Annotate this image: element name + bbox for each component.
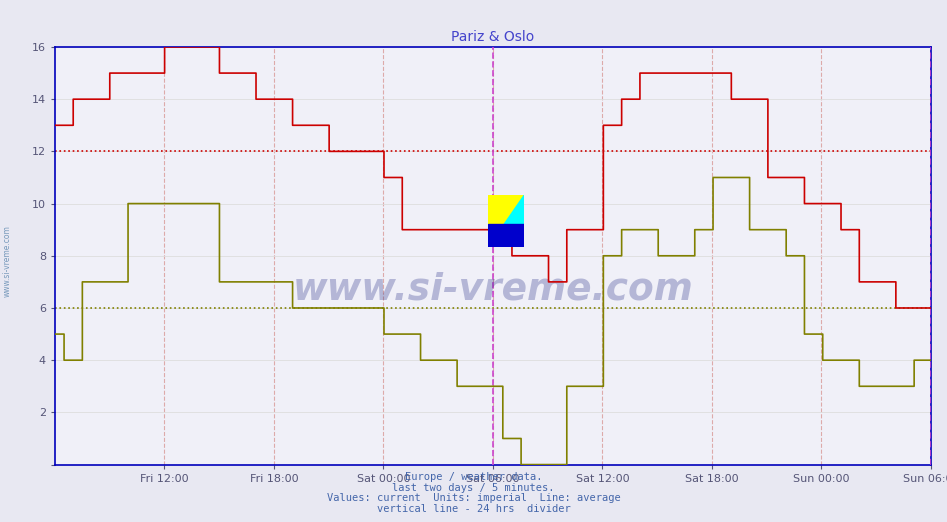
Text: Values: current  Units: imperial  Line: average: Values: current Units: imperial Line: av… bbox=[327, 493, 620, 503]
Text: last two days / 5 minutes.: last two days / 5 minutes. bbox=[392, 483, 555, 493]
Polygon shape bbox=[489, 224, 525, 247]
Text: www.si-vreme.com: www.si-vreme.com bbox=[293, 271, 693, 307]
Polygon shape bbox=[489, 195, 525, 247]
Text: Europe / weather data.: Europe / weather data. bbox=[404, 472, 543, 482]
Text: vertical line - 24 hrs  divider: vertical line - 24 hrs divider bbox=[377, 504, 570, 514]
Title: Pariz & Oslo: Pariz & Oslo bbox=[452, 30, 534, 44]
Text: www.si-vreme.com: www.si-vreme.com bbox=[3, 225, 12, 297]
Polygon shape bbox=[489, 195, 525, 247]
